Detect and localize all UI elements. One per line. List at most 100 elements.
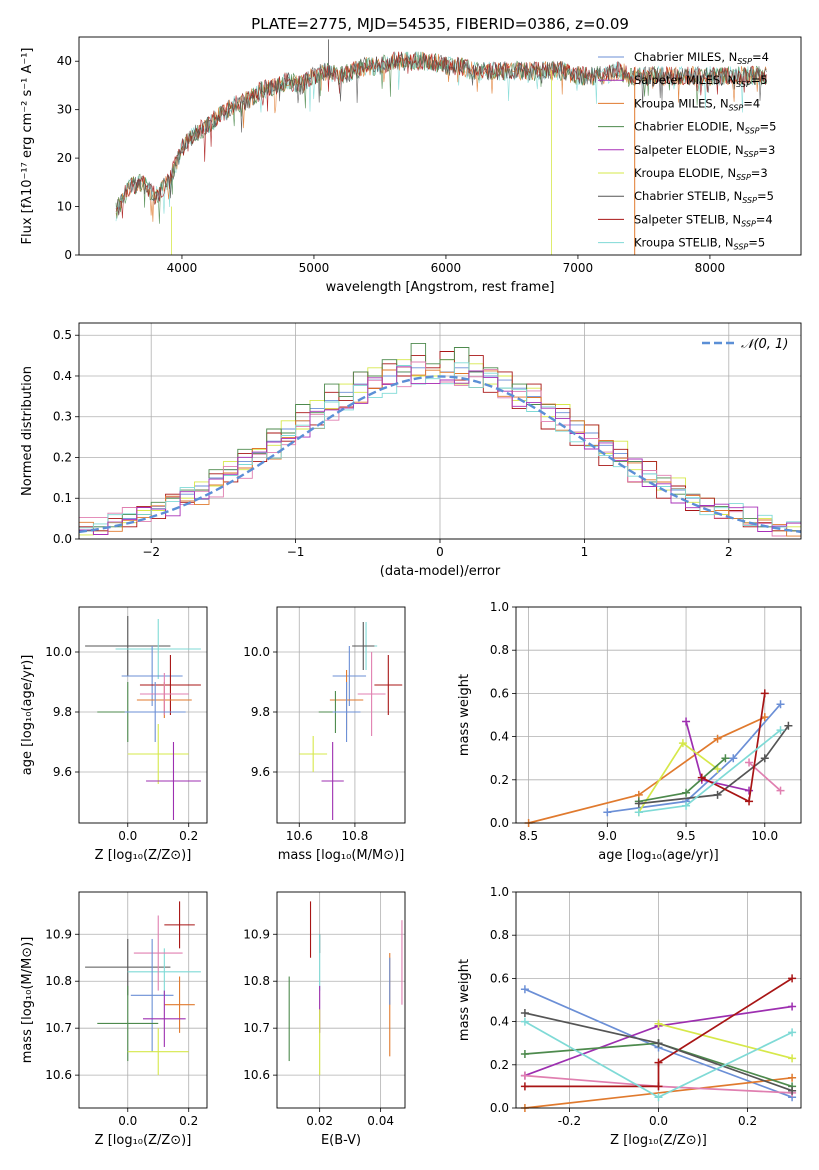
spectrum-line bbox=[115, 51, 767, 216]
x-tick-label: 0.04 bbox=[367, 1114, 394, 1128]
x-tick-label: 0.0 bbox=[118, 1114, 137, 1128]
x-axis-label: age [log₁₀(age/yr)] bbox=[598, 848, 719, 863]
y-tick-label: 10.8 bbox=[243, 974, 270, 988]
y-tick-label: 20 bbox=[57, 151, 72, 165]
mass-age-panel: 10.6 10.8 9.6 9.8 10.0 mass [log₁₀(M/M⊙)] bbox=[243, 606, 406, 863]
x-tick-label: 1 bbox=[581, 545, 589, 559]
y-tick-label: 1.0 bbox=[490, 600, 509, 614]
y-tick-label: 0.8 bbox=[490, 643, 509, 657]
x-tick-label: 9.5 bbox=[677, 829, 696, 843]
residual-histogram-panel: −2 −1 0 1 2 0.0 0.1 0.2 0.3 0.4 0.5 (data-model)/er… bbox=[20, 322, 802, 579]
legend-value: =3 bbox=[758, 143, 775, 157]
weight-marker bbox=[760, 689, 769, 698]
y-tick-label: 0.0 bbox=[53, 532, 72, 546]
x-tick-label: 10.0 bbox=[751, 829, 778, 843]
weight-line bbox=[524, 1076, 793, 1109]
weight-marker bbox=[776, 726, 785, 735]
legend-value: =3 bbox=[751, 166, 768, 180]
normal-curve bbox=[79, 375, 801, 534]
legend-subscript: SSP bbox=[737, 57, 752, 66]
y-tick-label: 10.8 bbox=[45, 974, 72, 988]
y-axis-label: age [log₁₀(age/yr)] bbox=[20, 655, 35, 776]
x-axis-label: (data-model)/error bbox=[380, 564, 501, 579]
weight-marker bbox=[520, 1017, 529, 1026]
y-tick-label: 0.4 bbox=[490, 730, 509, 744]
x-tick-label: 0.02 bbox=[306, 1114, 333, 1128]
weight-marker bbox=[745, 797, 754, 806]
legend-value: =5 bbox=[757, 189, 774, 203]
y-tick-label: 10 bbox=[57, 200, 72, 214]
legend-value: =5 bbox=[760, 120, 777, 134]
axes-frame bbox=[78, 606, 208, 824]
weight-marker bbox=[776, 700, 785, 709]
y-tick-label: 0.0 bbox=[490, 816, 509, 830]
legend-value: =5 bbox=[748, 236, 765, 250]
x-axis-label: Z [log₁₀(Z/Z⊙)] bbox=[95, 848, 192, 863]
y-tick-label: 30 bbox=[57, 103, 72, 117]
y-tick-label: 9.6 bbox=[251, 765, 270, 779]
legend-label: Chabrier ELODIE, NSSP=5 bbox=[634, 120, 776, 136]
plot-area bbox=[79, 342, 801, 539]
weight-marker bbox=[776, 786, 785, 795]
x-tick-label: 0.0 bbox=[118, 829, 137, 843]
legend-subscript: SSP bbox=[736, 80, 751, 89]
y-tick-label: 10.6 bbox=[45, 1068, 72, 1082]
figure-title: PLATE=2775, MJD=54535, FIBERID=0386, z=0… bbox=[251, 15, 629, 33]
y-axis-label: mass weight bbox=[457, 674, 472, 756]
weight-marker bbox=[520, 1050, 529, 1058]
y-tick-label: 10.9 bbox=[243, 927, 270, 941]
x-tick-label: 7000 bbox=[563, 261, 594, 275]
x-tick-label: −2 bbox=[142, 545, 160, 559]
x-tick-label: 0.2 bbox=[738, 1114, 757, 1128]
weight-marker bbox=[784, 721, 793, 730]
x-tick-label: 5000 bbox=[299, 261, 330, 275]
weight-marker bbox=[788, 1073, 797, 1082]
weight-marker bbox=[654, 1058, 663, 1067]
metallicity-mass-panel: 0.0 0.2 10.6 10.7 10.8 10.9 Z [log₁₀(Z/Z⊙)] mas… bbox=[20, 891, 208, 1148]
y-tick-label: 1.0 bbox=[490, 885, 509, 899]
legend-label: Kroupa ELODIE, NSSP=3 bbox=[634, 166, 768, 182]
legend-label: Chabrier MILES, NSSP=4 bbox=[634, 50, 769, 66]
weight-marker bbox=[760, 754, 769, 763]
y-tick-label: 0.2 bbox=[53, 450, 72, 464]
x-tick-label: 2 bbox=[725, 545, 733, 559]
weight-marker bbox=[654, 1093, 663, 1102]
weight-marker bbox=[520, 1071, 529, 1080]
legend-value: =4 bbox=[743, 96, 760, 110]
ebv-mass-panel: 0.02 0.04 10.6 10.7 10.8 10.9 E(B-V) bbox=[243, 891, 406, 1148]
metallicity-weight-panel: -0.2 0.0 0.2 0.0 0.2 0.4 0.6 0.8 1.0 Z [log₁₀(Z/Z… bbox=[457, 885, 802, 1148]
weight-marker bbox=[603, 808, 612, 817]
axes-frame bbox=[78, 891, 208, 1109]
weight-marker bbox=[713, 790, 722, 799]
x-tick-label: 0 bbox=[436, 545, 444, 559]
x-tick-label: 4000 bbox=[167, 261, 198, 275]
legend-label: Kroupa STELIB, NSSP=5 bbox=[634, 236, 765, 252]
x-tick-label: 0.2 bbox=[179, 829, 198, 843]
axes-frame bbox=[276, 891, 406, 1109]
x-tick-label: 10.8 bbox=[342, 829, 369, 843]
x-tick-label: 8000 bbox=[695, 261, 726, 275]
x-tick-label: −1 bbox=[287, 545, 305, 559]
y-tick-label: 10.0 bbox=[243, 645, 270, 659]
legend-value: =4 bbox=[756, 212, 773, 226]
y-tick-label: 0.4 bbox=[53, 369, 72, 383]
weight-marker bbox=[788, 1086, 797, 1095]
y-axis-label: mass [log₁₀(M/M⊙)] bbox=[20, 937, 35, 1064]
y-tick-label: 10.9 bbox=[45, 927, 72, 941]
y-tick-label: 40 bbox=[57, 54, 72, 68]
weight-line bbox=[524, 977, 793, 1088]
y-tick-label: 0.2 bbox=[490, 773, 509, 787]
y-tick-label: 0.4 bbox=[490, 1015, 509, 1029]
legend-label: Salpeter STELIB, NSSP=4 bbox=[634, 212, 773, 228]
y-tick-label: 0.3 bbox=[53, 410, 72, 424]
legend-label: Salpeter MILES, NSSP=5 bbox=[634, 73, 768, 89]
legend-subscript: SSP bbox=[744, 150, 759, 159]
axes-frame bbox=[515, 606, 802, 824]
y-tick-label: 0.2 bbox=[490, 1058, 509, 1072]
y-tick-label: 10.6 bbox=[243, 1068, 270, 1082]
weight-marker bbox=[520, 1082, 529, 1091]
weight-marker bbox=[520, 1008, 529, 1017]
y-axis-label: Normed distribution bbox=[20, 366, 35, 496]
x-axis-label: Z [log₁₀(Z/Z⊙)] bbox=[610, 1133, 707, 1148]
